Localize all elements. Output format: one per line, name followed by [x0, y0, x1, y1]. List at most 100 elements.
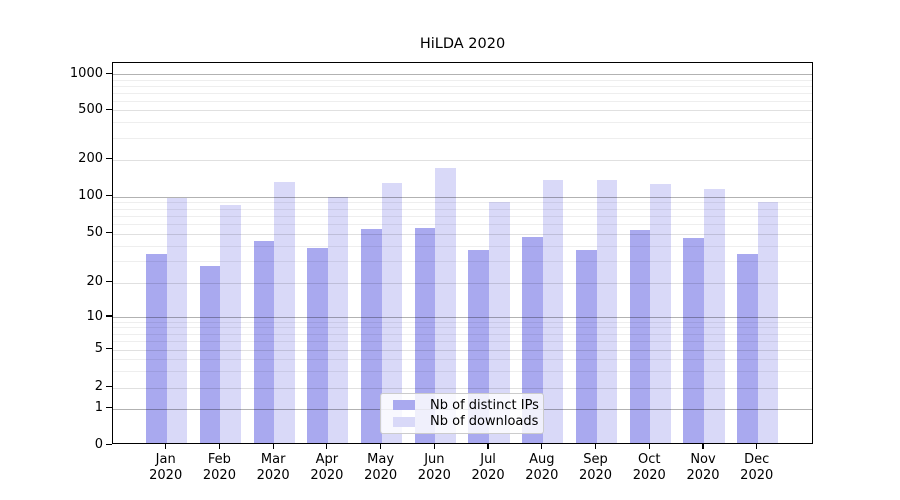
gridline-80: [113, 208, 812, 210]
legend-item-distinct-ips: Nb of distinct IPs: [387, 397, 539, 413]
bar-downloads-may: [381, 182, 403, 443]
x-tick-label-dec: Dec 2020: [740, 452, 774, 483]
gridline-2: [113, 387, 812, 389]
y-tick-mark: [106, 108, 112, 110]
bar-downloads-apr: [327, 196, 349, 443]
y-tick-label-10: 10: [86, 308, 103, 324]
gridline-700: [113, 92, 812, 94]
gridline-50: [113, 233, 812, 235]
x-tick-mark: [433, 444, 435, 450]
bar-distinct-ips-may: [361, 229, 382, 443]
bar-downloads-feb: [220, 205, 242, 443]
x-tick-label-mar: Mar 2020: [256, 452, 290, 483]
bar-downloads-dec: [757, 201, 779, 443]
y-tick-mark: [106, 407, 112, 409]
gridline-90: [113, 202, 812, 204]
gridline-4: [113, 358, 812, 360]
x-tick-label-oct: Oct 2020: [632, 452, 666, 483]
bar-downloads-sep: [596, 180, 618, 443]
gridline-10: [113, 317, 812, 318]
bar-distinct-ips-sep: [575, 250, 597, 443]
x-tick-mark: [218, 444, 221, 450]
plot-area: Nb of distinct IPs Nb of downloads: [112, 62, 813, 444]
gridline-400: [113, 122, 812, 124]
y-tick-label-20: 20: [86, 274, 103, 290]
x-tick-mark: [594, 444, 597, 450]
y-tick-mark: [106, 443, 112, 445]
gridline-900: [113, 79, 812, 81]
x-tick-label-feb: Feb 2020: [202, 452, 236, 483]
bar-downloads-aug: [542, 180, 564, 443]
y-tick-label-5: 5: [94, 341, 103, 356]
x-tick-label-sep: Sep 2020: [578, 452, 613, 483]
x-tick-label-aug: Aug 2020: [525, 452, 559, 483]
y-tick-label-200: 200: [78, 151, 103, 167]
gridline-1000: [113, 74, 812, 76]
y-tick-label-500: 500: [78, 101, 103, 117]
y-tick-label-2: 2: [94, 379, 103, 395]
bar-distinct-ips-apr: [307, 247, 328, 443]
gridline-20: [113, 282, 812, 284]
bar-distinct-ips-jun: [414, 228, 436, 443]
y-tick-mark: [106, 158, 112, 160]
gridline-8: [113, 327, 812, 329]
bar-downloads-oct: [650, 183, 671, 443]
x-tick-mark: [380, 444, 382, 450]
gridline-6: [113, 340, 812, 342]
y-tick-label-50: 50: [86, 225, 103, 241]
gridline-5: [113, 349, 812, 351]
legend: Nb of distinct IPs Nb of downloads: [380, 393, 544, 434]
legend-label: Nb of distinct IPs: [430, 397, 539, 413]
gridline-60: [113, 223, 812, 225]
x-tick-mark: [756, 444, 758, 450]
x-tick-mark: [541, 444, 543, 450]
legend-item-downloads: Nb of downloads: [387, 414, 539, 430]
legend-label: Nb of downloads: [430, 414, 539, 430]
x-tick-label-nov: Nov 2020: [686, 452, 720, 483]
bar-distinct-ips-mar: [253, 240, 275, 443]
bar-downloads-nov: [704, 188, 725, 443]
gridline-70: [113, 215, 812, 217]
bar-downloads-jun: [435, 167, 456, 443]
bar-distinct-ips-oct: [629, 230, 651, 443]
gridline-7: [113, 333, 812, 335]
x-tick-label-jul: Jul 2020: [471, 452, 505, 483]
bar-distinct-ips-jan: [146, 253, 167, 443]
x-tick-label-apr: Apr 2020: [310, 452, 344, 483]
bar-distinct-ips-aug: [522, 237, 543, 443]
y-tick-mark: [106, 386, 112, 388]
bar-distinct-ips-dec: [737, 253, 758, 443]
x-tick-mark: [648, 444, 650, 450]
gridline-3: [113, 370, 812, 372]
bar-distinct-ips-feb: [199, 266, 221, 443]
x-tick-label-jun: Jun 2020: [417, 452, 451, 483]
legend-swatch-downloads: [393, 416, 415, 428]
y-tick-label-100: 100: [78, 188, 103, 204]
x-tick-mark: [272, 444, 274, 450]
x-tick-mark: [165, 444, 167, 450]
x-tick-mark: [326, 444, 328, 450]
gridline-600: [113, 100, 812, 102]
gridline-40: [113, 245, 812, 247]
gridline-30: [113, 261, 812, 263]
bar-downloads-jan: [166, 198, 188, 443]
x-tick-mark: [702, 444, 704, 450]
bar-distinct-ips-nov: [683, 238, 704, 443]
x-tick-label-may: May 2020: [364, 452, 398, 483]
x-tick-mark: [487, 444, 489, 450]
y-tick-label-0: 0: [94, 436, 103, 452]
bar-downloads-jul: [489, 201, 510, 443]
y-tick-mark: [106, 347, 112, 350]
y-tick-label-1000: 1000: [69, 65, 103, 81]
legend-swatch-distinct-ips: [393, 399, 415, 411]
gridline-100: [113, 196, 812, 198]
gridline-300: [113, 137, 812, 139]
y-tick-label-1: 1: [94, 400, 103, 416]
y-tick-mark: [106, 72, 112, 74]
y-tick-mark: [106, 195, 112, 197]
chart-title: HiLDA 2020: [419, 36, 506, 52]
gridline-9: [113, 321, 812, 323]
gridline-200: [113, 159, 812, 161]
y-tick-mark: [106, 232, 112, 234]
